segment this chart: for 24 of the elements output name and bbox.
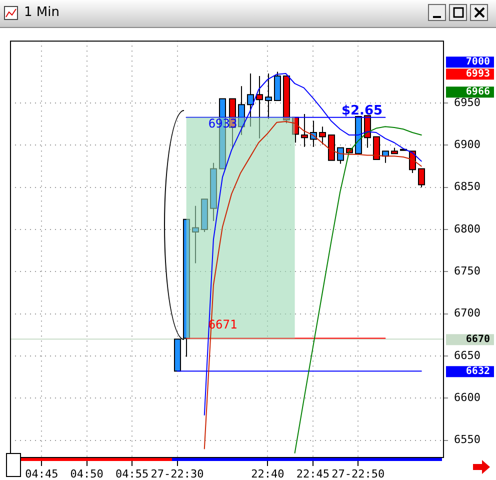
y-tick-label: 6650 [454,348,480,362]
y-tick-label: 6600 [454,390,480,404]
text: 6632 [466,366,490,378]
ref-line-label: 6670 [466,334,490,346]
y-tick-label: 6800 [454,222,480,236]
x-tick-label: 22:45 [296,467,330,480]
chart-title: 1 Min [24,5,60,20]
y-tick-label: 6750 [454,264,480,278]
y-tick-label: 6950 [454,96,480,109]
text: 7000 [466,56,490,68]
y-tick-label: 6900 [454,138,480,152]
text: 6993 [466,68,490,80]
x-tick-label: 27-22:50 [332,467,385,480]
y-tick-label: 6850 [454,180,480,194]
x-tick-label: 27-22:30 [150,467,204,480]
series-label: 6933 [208,116,238,130]
annotation: $2.65 [341,103,383,118]
x-tick-label: 04:45 [25,467,58,480]
x-tick-label: 04:55 [116,467,149,480]
text: 6966 [466,86,490,98]
y-tick-label: 6700 [454,306,480,320]
x-tick-label: 22:40 [251,467,284,480]
y-tick-label: 6550 [454,433,480,446]
x-tick-label: 04:50 [70,467,104,480]
